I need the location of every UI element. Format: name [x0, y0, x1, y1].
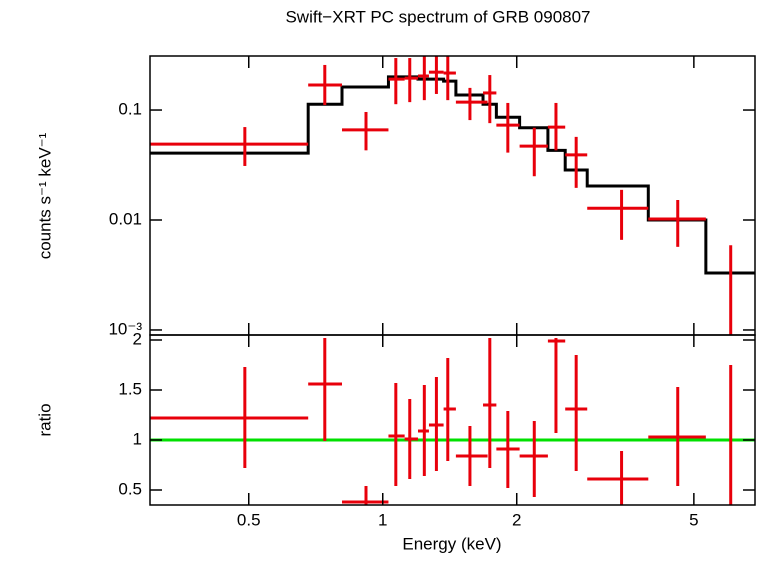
plot-area: [150, 56, 755, 335]
x-tick-label: 2: [512, 510, 521, 529]
x-tick-label: 0.5: [237, 510, 261, 529]
y-tick-label: 1: [133, 429, 142, 448]
y-tick-label: 0.01: [109, 209, 142, 228]
plot-frame: [149, 55, 756, 336]
plot-area: [150, 338, 755, 505]
y-tick-label: 0.1: [118, 100, 142, 119]
x-tick-label: 5: [689, 510, 698, 529]
y-tick-label: 0.5: [118, 479, 142, 498]
y-axis-label: counts s⁻¹ keV⁻¹: [35, 132, 54, 259]
model-step: [150, 75, 755, 275]
y-tick-label: 2: [133, 329, 142, 348]
chart-title: Swift−XRT PC spectrum of GRB 090807: [285, 7, 590, 26]
y-axis-label: ratio: [35, 403, 54, 436]
y-tick-label: 10⁻³: [108, 319, 142, 338]
y-tick-label: 1.5: [118, 379, 142, 398]
x-axis-label: Energy (keV): [402, 534, 501, 553]
plot-frame: [149, 334, 756, 506]
x-tick-label: 1: [378, 510, 387, 529]
